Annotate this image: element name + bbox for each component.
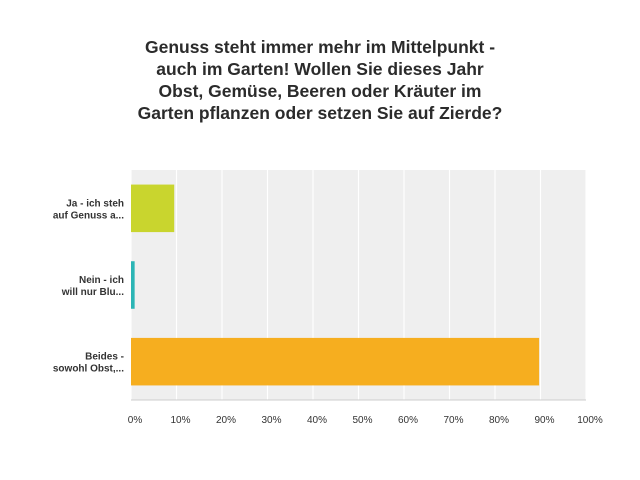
x-tick-label: 10%: [170, 415, 190, 426]
x-tick-label: 70%: [443, 415, 463, 426]
category-label: Nein - ich will nur Blu...: [61, 275, 124, 298]
category-label-line: Nein - ich: [79, 275, 124, 286]
bar: [131, 261, 135, 309]
chart-title-line: Garten pflanzen oder setzen Sie auf Zier…: [137, 103, 503, 123]
x-tick-label: 50%: [352, 415, 372, 426]
x-tick-label: 80%: [489, 415, 509, 426]
category-label-line: will nur Blu...: [61, 287, 124, 298]
bar: [131, 337, 540, 386]
x-tick-label: 30%: [261, 415, 281, 426]
x-tick-label: 40%: [307, 415, 327, 426]
chart-title-line: Genuss steht immer mehr im Mittelpunkt -: [144, 37, 496, 57]
x-tick-label: 100%: [577, 415, 603, 426]
chart-title-line: Obst, Gemüse, Beeren oder Kräuter im: [158, 81, 482, 101]
x-tick-label: 0%: [128, 415, 143, 426]
category-label-line: sowohl Obst,...: [53, 364, 124, 375]
x-tick-label: 90%: [534, 415, 554, 426]
x-tick-label: 20%: [216, 415, 236, 426]
chart-title: Genuss steht immer mehr im Mittelpunkt -…: [60, 36, 580, 124]
category-label: Ja - ich steh auf Genuss a...: [53, 198, 124, 221]
chart-title-line: auch im Garten! Wollen Sie dieses Jahr: [156, 59, 484, 79]
category-label-line: auf Genuss a...: [53, 210, 124, 221]
category-label: Beides -sowohl Obst,...: [53, 352, 124, 375]
bar: [131, 184, 175, 233]
category-label-line: Beides -: [85, 352, 124, 363]
category-label-line: Ja - ich steh: [66, 198, 124, 209]
x-tick-label: 60%: [398, 415, 418, 426]
